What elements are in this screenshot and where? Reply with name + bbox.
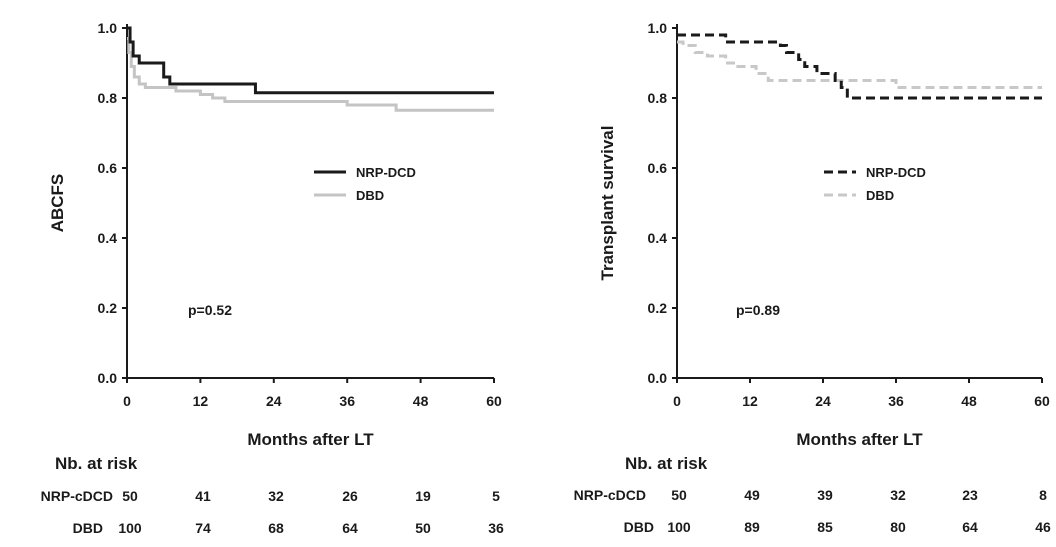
at-risk-count: 23 [962, 487, 978, 503]
chart-panel-1: 0.0 0.2 0.4 0.6 0.8 1.0 0 12 24 36 48 60 Months afte… [41, 20, 504, 536]
y-tick-label: 0.4 [98, 230, 118, 246]
at-risk-count: 85 [817, 519, 833, 535]
at-risk-count: 32 [268, 488, 284, 504]
at-risk-title: Nb. at risk [625, 454, 708, 473]
at-risk-count: 5 [492, 488, 500, 504]
y-tick-label: 0.4 [648, 230, 668, 246]
x-tick-label: 12 [193, 393, 209, 409]
chart-panel-2: 0.0 0.2 0.4 0.6 0.8 1.0 0 12 24 36 48 60 Months afte… [574, 20, 1051, 535]
x-tick-label: 36 [888, 393, 904, 409]
x-tick-label: 48 [961, 393, 977, 409]
x-axis-title: Months after LT [796, 430, 923, 449]
at-risk-title: Nb. at risk [55, 454, 138, 473]
at-risk-count: 100 [667, 519, 691, 535]
at-risk-count: 50 [671, 487, 687, 503]
y-axis-title: Transplant survival [598, 126, 617, 281]
survival-curve-dbd [127, 37, 494, 112]
y-tick-label: 1.0 [648, 20, 668, 36]
x-tick-label: 12 [742, 393, 758, 409]
x-tick-label: 36 [339, 393, 355, 409]
at-risk-count: 19 [415, 488, 431, 504]
survival-curve-dbd [677, 40, 1042, 89]
at-risk-row-label: DBD [624, 519, 654, 535]
at-risk-count: 46 [1035, 519, 1051, 535]
y-tick-label: 0.0 [648, 370, 668, 386]
x-tick-label: 0 [673, 393, 681, 409]
y-tick-label: 0.0 [98, 370, 118, 386]
at-risk-count: 26 [342, 488, 358, 504]
at-risk-count: 100 [118, 520, 142, 536]
x-tick-label: 60 [486, 393, 502, 409]
at-risk-count: 64 [962, 519, 978, 535]
y-tick-label: 1.0 [98, 20, 118, 36]
x-axis-title: Months after LT [247, 430, 374, 449]
y-tick-label: 0.6 [648, 160, 668, 176]
p-value-label: p=0.52 [188, 302, 232, 318]
p-value-label: p=0.89 [736, 302, 780, 318]
at-risk-count: 50 [122, 488, 138, 504]
legend-label: DBD [866, 188, 894, 203]
at-risk-count: 68 [268, 520, 284, 536]
at-risk-count: 64 [342, 520, 358, 536]
at-risk-row-label: DBD [73, 520, 103, 536]
y-tick-label: 0.8 [98, 90, 118, 106]
x-tick-label: 60 [1034, 393, 1050, 409]
x-tick-label: 24 [266, 393, 282, 409]
at-risk-row-label: NRP-cDCD [41, 488, 113, 504]
legend-label: DBD [356, 188, 384, 203]
legend-label: NRP-DCD [356, 165, 416, 180]
at-risk-count: 49 [744, 487, 760, 503]
at-risk-count: 50 [415, 520, 431, 536]
x-tick-label: 48 [413, 393, 429, 409]
at-risk-count: 80 [890, 519, 906, 535]
y-tick-label: 0.6 [98, 160, 118, 176]
y-tick-label: 0.2 [648, 300, 668, 316]
y-tick-label: 0.8 [648, 90, 668, 106]
survival-curve-nrp-dcd [677, 33, 1042, 100]
at-risk-count: 39 [817, 487, 833, 503]
at-risk-count: 8 [1039, 487, 1047, 503]
at-risk-count: 32 [890, 487, 906, 503]
at-risk-count: 74 [195, 520, 211, 536]
at-risk-count: 89 [744, 519, 760, 535]
at-risk-count: 36 [488, 520, 504, 536]
y-axis-title: ABCFS [48, 174, 67, 233]
at-risk-count: 41 [195, 488, 211, 504]
y-tick-label: 0.2 [98, 300, 118, 316]
x-tick-label: 0 [123, 393, 131, 409]
survival-curve-nrp-dcd [127, 26, 494, 95]
at-risk-row-label: NRP-cDCD [574, 487, 646, 503]
legend-label: NRP-DCD [866, 165, 926, 180]
x-tick-label: 24 [815, 393, 831, 409]
